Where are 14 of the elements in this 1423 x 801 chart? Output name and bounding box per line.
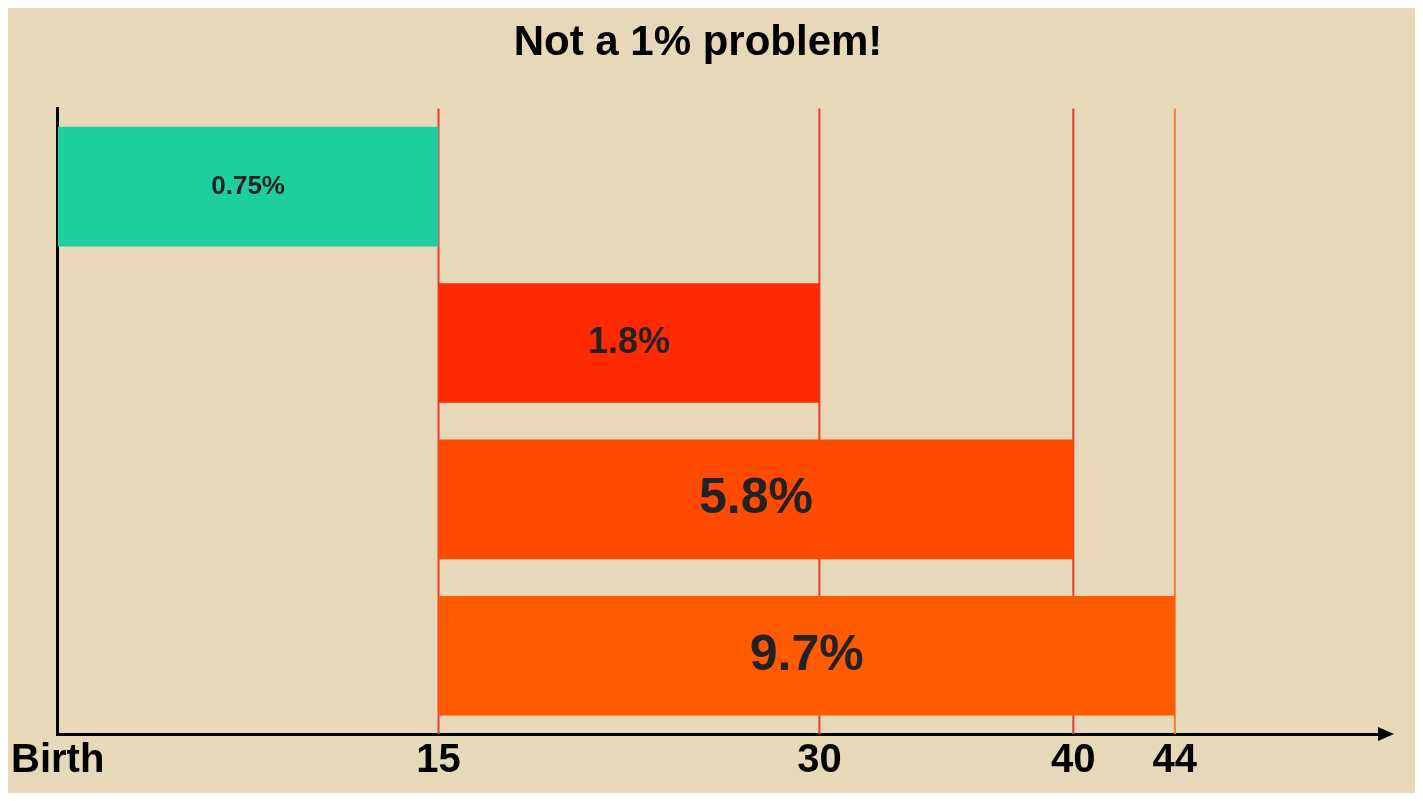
- bar: [438, 439, 1074, 560]
- annotation: 5.8%: [698, 468, 813, 525]
- x-tick-label: 30: [797, 736, 842, 781]
- x-tick-label: Birth: [11, 736, 105, 781]
- bar: [57, 126, 439, 247]
- bar: [438, 283, 820, 403]
- x-tick-label: 44: [1152, 736, 1198, 781]
- annotation: 9.7%: [749, 624, 864, 681]
- annotation: 0.75%: [211, 169, 285, 200]
- bar: [438, 595, 1175, 716]
- x-tick-label: 15: [416, 736, 461, 781]
- annotation: 1.8%: [587, 319, 670, 361]
- x-tick-label: 40: [1051, 736, 1096, 781]
- chart-title: Not a 1% problem!: [513, 16, 883, 64]
